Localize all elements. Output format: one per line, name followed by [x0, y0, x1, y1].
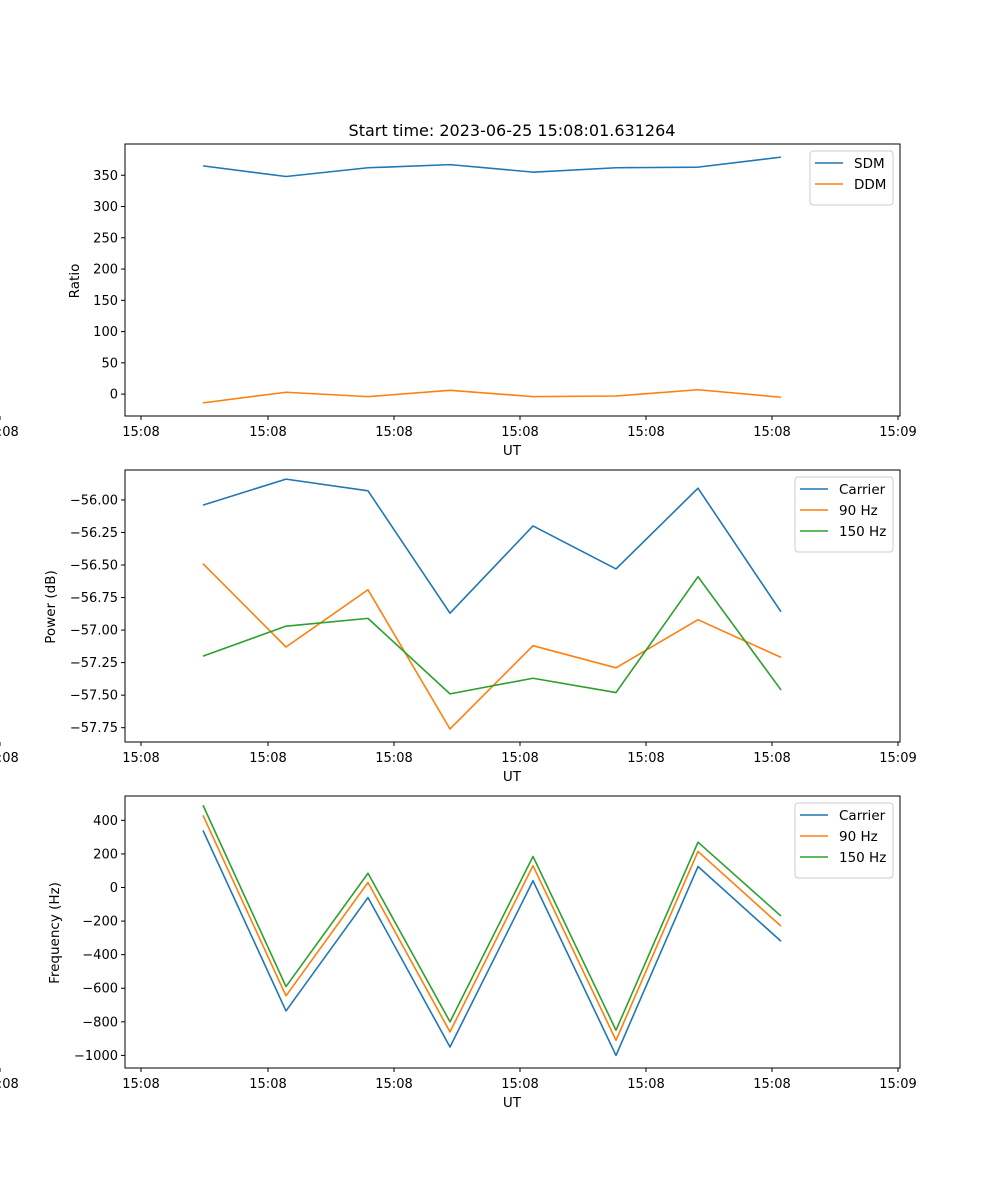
x-tick-label: 15:08	[122, 751, 159, 766]
y-tick-label: 300	[93, 200, 118, 215]
y-tick-label: 200	[93, 263, 118, 278]
axes-frame	[124, 143, 901, 417]
legend-label: Carrier	[839, 482, 886, 498]
x-tick-label: 15:08	[249, 1077, 286, 1092]
y-tick-label: −1000	[74, 1049, 118, 1064]
x-tick-label: 15:08	[627, 425, 664, 440]
x-tick-label: 15:08	[122, 425, 159, 440]
chart-title: Start time: 2023-06-25 15:08:01.631264	[349, 121, 676, 140]
y-tick-label: 150	[93, 294, 118, 309]
x-tick-label: 15:08	[627, 1077, 664, 1092]
y-tick-label: −56.25	[70, 526, 118, 541]
y-axis-label: Ratio	[67, 264, 83, 299]
y-tick-label: −56.75	[70, 591, 118, 606]
y-tick-label: 200	[93, 847, 118, 862]
y-tick-label: −57.50	[70, 689, 118, 704]
x-tick-label: 15:08	[375, 751, 412, 766]
x-tick-label: 15:08	[753, 425, 790, 440]
y-tick-label: 0	[110, 388, 118, 403]
legend-label: DDM	[854, 177, 886, 193]
legend-label: 150 Hz	[839, 850, 886, 866]
series-line-90-hz	[202, 563, 782, 730]
y-tick-label: 350	[93, 169, 118, 184]
series-line-carrier	[202, 830, 782, 1057]
panel-power: 15:08 15:08 15:08 15:08 15:08 15:08 15:08 15:09…	[0, 469, 917, 766]
series-line-90-hz	[202, 814, 782, 1042]
x-axis-label: UT	[503, 443, 522, 459]
panel-ratio: 15:08 15:08 15:08 15:08 15:08 15:08 15:08 15:09…	[0, 143, 917, 440]
y-tick-label: 50	[101, 356, 118, 371]
y-tick-label: −400	[82, 948, 118, 963]
y-tick-label: −56.00	[70, 493, 118, 508]
y-axis-label: Frequency (Hz)	[47, 882, 63, 984]
axes-frame	[124, 795, 901, 1069]
x-tick-label: 15:08	[122, 1077, 159, 1092]
y-tick-label: −57.00	[70, 624, 118, 639]
x-tick-label: 15:08	[375, 1077, 412, 1092]
series-line-sdm	[202, 156, 782, 178]
x-tick-label: 15:08	[0, 1077, 19, 1092]
y-tick-label: 0	[110, 881, 118, 896]
y-tick-label: −57.75	[70, 721, 118, 736]
legend-label: Carrier	[839, 808, 886, 824]
y-tick-label: −57.25	[70, 656, 118, 671]
x-tick-label: 15:08	[501, 751, 538, 766]
series-line-150-hz	[202, 804, 782, 1032]
y-tick-label: −800	[82, 1015, 118, 1030]
x-tick-label: 15:08	[0, 751, 19, 766]
x-axis-label: UT	[503, 1095, 522, 1111]
y-tick-label: −56.50	[70, 559, 118, 574]
x-tick-label: 15:09	[879, 751, 916, 766]
legend-label: 150 Hz	[839, 524, 886, 540]
y-tick-label: 100	[93, 325, 118, 340]
x-tick-label: 15:08	[0, 425, 19, 440]
x-tick-label: 15:09	[879, 425, 916, 440]
y-tick-label: 250	[93, 231, 118, 246]
y-tick-label: −600	[82, 982, 118, 997]
legend-label: 90 Hz	[839, 503, 878, 519]
legend-label: 90 Hz	[839, 829, 878, 845]
series-line-150-hz	[202, 575, 782, 695]
x-tick-label: 15:08	[375, 425, 412, 440]
panel-frequency: 15:08 15:08 15:08 15:08 15:08 15:08 15:08 15:09…	[0, 795, 917, 1092]
x-tick-label: 15:08	[753, 751, 790, 766]
x-tick-label: 15:08	[249, 425, 286, 440]
legend-box	[809, 150, 894, 206]
x-tick-label: 15:08	[501, 425, 538, 440]
legend-label: SDM	[854, 156, 885, 172]
x-tick-label: 15:09	[879, 1077, 916, 1092]
legend-box	[794, 802, 894, 879]
series-line-carrier	[202, 478, 782, 614]
axes-frame	[124, 469, 901, 743]
y-tick-label: 400	[93, 814, 118, 829]
legend-box	[794, 476, 894, 553]
series-line-ddm	[202, 388, 782, 404]
x-tick-label: 15:08	[627, 751, 664, 766]
x-axis-label: UT	[503, 769, 522, 785]
x-tick-label: 15:08	[501, 1077, 538, 1092]
y-axis-label: Power (dB)	[43, 570, 59, 643]
x-tick-label: 15:08	[249, 751, 286, 766]
y-tick-label: −200	[82, 915, 118, 930]
x-tick-label: 15:08	[753, 1077, 790, 1092]
